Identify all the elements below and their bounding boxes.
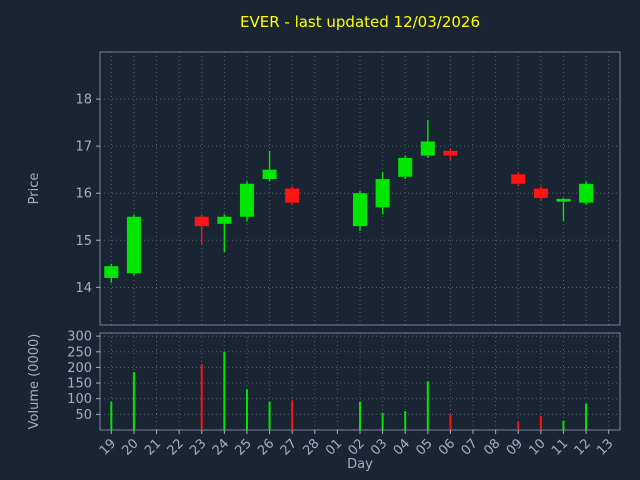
volume-bar-06: [449, 414, 452, 430]
day-tick-label: 06: [436, 436, 458, 458]
day-tick-label: 07: [459, 436, 481, 458]
volume-bar-23: [200, 364, 203, 430]
candle-body: [126, 216, 141, 274]
day-tick-label: 10: [526, 436, 548, 458]
x-axis-label: Day: [347, 457, 373, 472]
candle-09: [511, 172, 526, 187]
candle-02: [353, 190, 367, 231]
day-tick-label: 25: [232, 436, 254, 458]
candle-05: [420, 120, 435, 158]
candle-10: [533, 186, 548, 201]
candle-03: [375, 172, 390, 215]
day-tick-label: 24: [210, 436, 232, 458]
volume-bar-20: [132, 372, 135, 430]
volume-axis-label: Volume (0000): [27, 334, 42, 430]
day-tick-label: 21: [142, 436, 164, 458]
volume-tick-label: 150: [67, 377, 92, 392]
volume-bars: [110, 351, 588, 430]
day-tick-label: 28: [300, 436, 322, 458]
candle-body: [511, 174, 526, 184]
candle-24: [217, 214, 232, 253]
gridlines: [100, 52, 620, 430]
candle-27: [285, 186, 300, 205]
price-axis-label: Price: [27, 173, 42, 205]
day-tick-label: 19: [97, 436, 119, 458]
volume-bar-24: [223, 351, 226, 430]
candle-26: [262, 150, 277, 182]
chart-title: EVER - last updated 12/03/2026: [239, 13, 480, 31]
volume-bar-12: [585, 403, 588, 430]
volume-bar-05: [426, 381, 429, 430]
candle-body: [194, 216, 209, 227]
volume-bar-27: [291, 400, 294, 430]
volume-bar-11: [562, 420, 565, 430]
price-tick-label: 16: [75, 187, 92, 202]
volume-bar-25: [245, 389, 248, 430]
volume-bar-10: [539, 415, 542, 430]
day-tick-label: 22: [165, 436, 187, 458]
candle-04: [398, 155, 413, 180]
day-tick-label: 08: [481, 436, 503, 458]
day-tick-label: 03: [368, 436, 390, 458]
day-tick-label: 11: [549, 436, 571, 458]
candle-body: [217, 216, 232, 224]
volume-bar-04: [404, 411, 407, 430]
day-tick-label: 27: [278, 436, 300, 458]
candle-body: [285, 188, 300, 203]
price-tick-label: 18: [75, 93, 92, 108]
candle-11: [556, 197, 571, 222]
volume-tick-label: 200: [67, 361, 92, 376]
candle-body: [556, 198, 571, 202]
day-tick-label: 01: [323, 436, 345, 458]
candle-body: [104, 266, 119, 278]
axis-ticks: [96, 98, 610, 434]
candle-12: [579, 181, 594, 205]
candle-23: [194, 214, 209, 245]
candle-20: [126, 214, 141, 276]
price-tick-label: 17: [75, 140, 92, 155]
day-tick-label: 04: [391, 436, 413, 458]
candle-body: [262, 169, 277, 180]
volume-bar-26: [268, 401, 271, 430]
candles: [104, 120, 594, 283]
price-tick-label: 14: [75, 281, 92, 296]
day-tick-label: 20: [119, 436, 141, 458]
day-tick-label: 12: [572, 436, 594, 458]
day-tick-label: 23: [187, 436, 209, 458]
candle-body: [353, 193, 367, 227]
volume-bar-19: [110, 401, 113, 430]
day-tick-label: 09: [504, 436, 526, 458]
candle-body: [375, 179, 390, 208]
candle-body: [398, 157, 413, 177]
candle-body: [443, 150, 458, 156]
volume-tick-label: 300: [67, 330, 92, 345]
volume-bar-09: [517, 422, 520, 430]
volume-tick-label: 100: [67, 392, 92, 407]
volume-bar-02: [359, 401, 361, 430]
candle-body: [533, 188, 548, 198]
volume-tick-label: 50: [75, 408, 92, 423]
axis-labels: Price Volume (0000) Day: [27, 173, 373, 472]
price-panel-border: [99, 51, 621, 326]
volume-tick-label: 250: [67, 345, 92, 360]
candle-19: [104, 263, 119, 283]
day-tick-label: 13: [594, 436, 616, 458]
volume-bar-03: [381, 412, 384, 430]
day-tick-label: 05: [413, 436, 435, 458]
candle-body: [239, 183, 254, 217]
day-tick-label: 02: [346, 436, 368, 458]
day-tick-label: 26: [255, 436, 277, 458]
price-tick-label: 15: [75, 234, 92, 249]
candle-body: [420, 141, 435, 156]
candle-body: [579, 183, 594, 203]
candle-06: [443, 148, 458, 161]
candle-25: [239, 181, 254, 222]
